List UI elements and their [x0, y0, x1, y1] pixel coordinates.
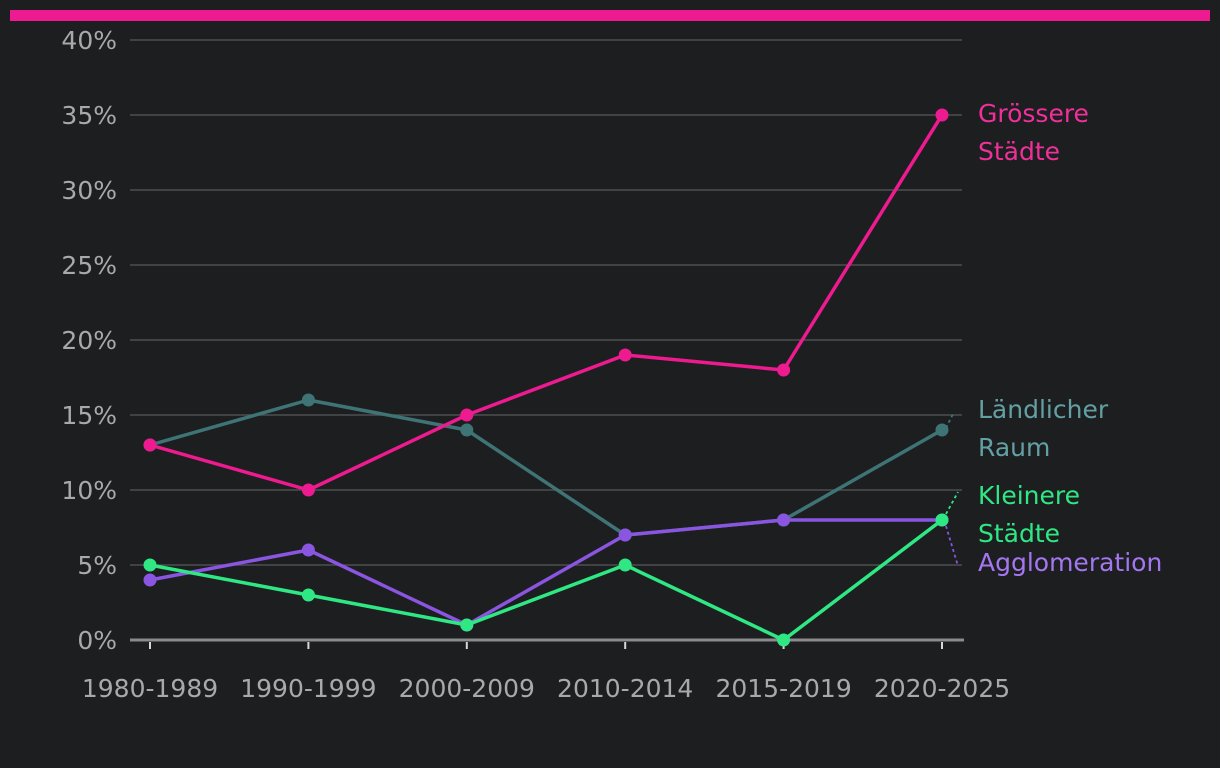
label-leader-lines: [945, 413, 959, 567]
series-line-large: [148, 113, 944, 492]
series-label-rural: Ländlicher Raum: [978, 395, 1109, 462]
y-tick-label: 30%: [61, 176, 117, 205]
data-point-agglo: [618, 528, 632, 542]
y-tick-label: 0%: [77, 626, 117, 655]
data-point-rural: [301, 393, 315, 407]
y-tick-label: 20%: [61, 326, 117, 355]
data-point-small: [777, 633, 791, 647]
accent-bar: [10, 10, 1210, 21]
y-tick-label: 15%: [61, 401, 117, 430]
data-point-small: [143, 558, 157, 572]
x-tick-label: 2020-2025: [874, 674, 1010, 703]
series-line-agglo: [148, 518, 944, 627]
x-tick-label: 1980-1989: [82, 674, 218, 703]
data-point-rural: [460, 423, 474, 437]
series-label-small: Kleinere Städte: [978, 481, 1080, 548]
data-point-agglo: [143, 573, 157, 587]
gridlines: [130, 39, 962, 566]
data-point-small: [935, 513, 949, 527]
data-point-large: [935, 108, 949, 122]
series-line-rural: [148, 398, 944, 537]
data-point-large: [460, 408, 474, 422]
x-axis: 1980-1989 1990-1999 2000-2009 2010-2014 2015…: [82, 638, 1010, 703]
x-tick-label: 2000-2009: [399, 674, 535, 703]
leader-line-agglo: [945, 525, 959, 567]
y-tick-label: 40%: [61, 26, 117, 55]
data-point-large: [777, 363, 791, 377]
y-tick-label: 10%: [61, 476, 117, 505]
series-lines: [148, 113, 944, 642]
series-label-large: Grössere Städte: [978, 99, 1089, 166]
leader-line-rural: [945, 413, 954, 429]
data-point-small: [460, 618, 474, 632]
data-point-agglo: [301, 543, 315, 557]
series-label-agglo: Agglomeration: [978, 548, 1162, 577]
data-point-agglo: [777, 513, 791, 527]
data-point-large: [301, 483, 315, 497]
y-tick-label: 35%: [61, 101, 117, 130]
data-point-small: [618, 558, 632, 572]
data-point-small: [301, 588, 315, 602]
y-tick-label: 25%: [61, 251, 117, 280]
leader-line-small: [945, 491, 959, 515]
data-point-large: [143, 438, 157, 452]
data-point-rural: [935, 423, 949, 437]
series-points: [143, 108, 949, 647]
x-tick-label: 1990-1999: [240, 674, 376, 703]
y-tick-label: 5%: [77, 551, 117, 580]
data-point-large: [618, 348, 632, 362]
series-line-small: [148, 518, 944, 642]
x-tick-label: 2015-2019: [715, 674, 851, 703]
x-tick-label: 2010-2014: [557, 674, 693, 703]
y-axis-ticks: 0% 5% 10% 15% 20% 25% 30% 35% 40%: [61, 26, 117, 655]
